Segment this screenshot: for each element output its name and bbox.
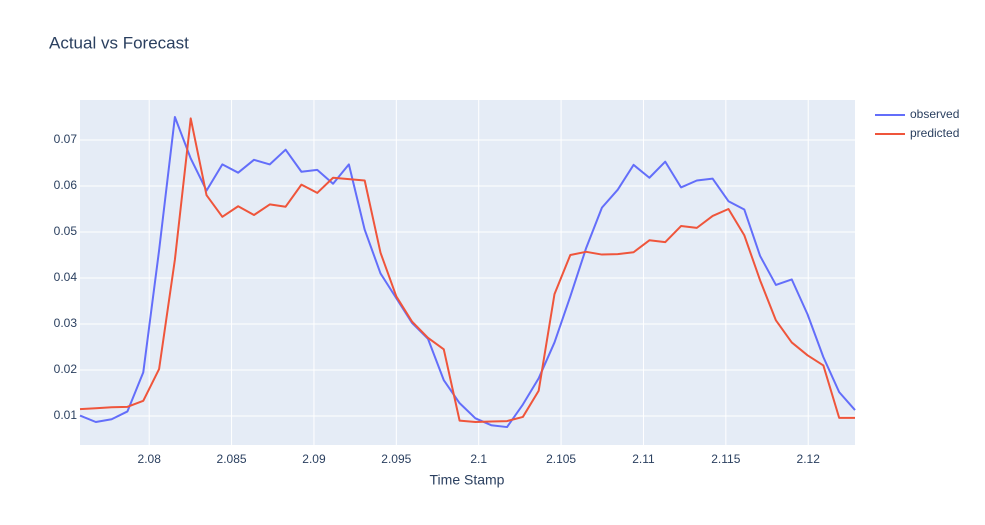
y-tick-label: 0.06	[54, 178, 78, 192]
x-tick-label: 2.12	[797, 452, 821, 466]
x-tick-label: 2.105	[546, 452, 576, 466]
y-tick-label: 0.07	[54, 132, 78, 146]
x-tick-label: 2.095	[381, 452, 411, 466]
x-tick-label: 2.1	[470, 452, 487, 466]
legend-label: observed	[910, 107, 959, 121]
y-tick-label: 0.03	[54, 316, 78, 330]
legend-label: predicted	[910, 126, 959, 140]
x-tick-label: 2.08	[138, 452, 162, 466]
y-tick-label: 0.02	[54, 362, 78, 376]
y-tick-label: 0.05	[54, 224, 78, 238]
x-axis-title: Time Stamp	[430, 472, 505, 488]
x-tick-label: 2.085	[217, 452, 247, 466]
y-tick-label: 0.04	[54, 270, 78, 284]
x-tick-label: 2.11	[632, 452, 655, 466]
chart-title: Actual vs Forecast	[49, 33, 189, 52]
plot-area	[80, 100, 855, 445]
x-tick-label: 2.115	[711, 452, 740, 466]
line-series	[79, 117, 855, 423]
y-tick-label: 0.01	[54, 408, 78, 422]
x-tick-label: 2.09	[302, 452, 326, 466]
line-series	[79, 116, 856, 429]
